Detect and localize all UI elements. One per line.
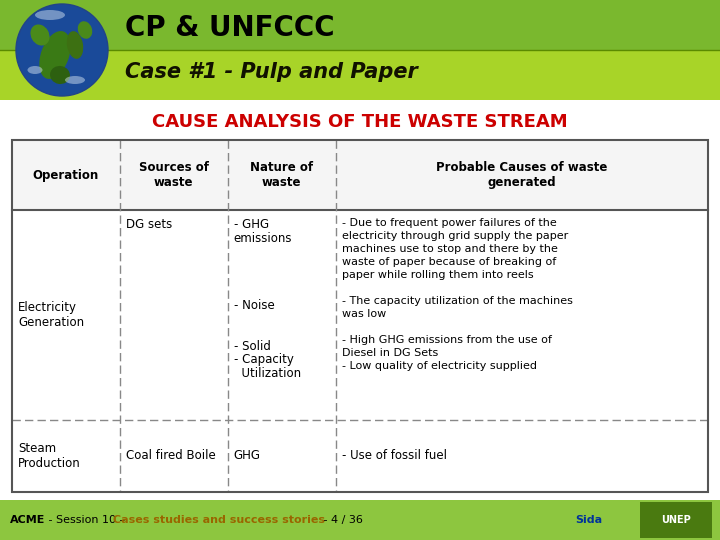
Ellipse shape (30, 24, 50, 45)
Ellipse shape (78, 21, 92, 39)
Text: - Use of fossil fuel: - Use of fossil fuel (341, 449, 446, 462)
Bar (640, 502, 712, 538)
Text: Electricity
Generation: Electricity Generation (18, 301, 84, 329)
Text: Sida: Sida (575, 515, 602, 525)
Text: - Session 10 –: - Session 10 – (45, 515, 129, 525)
Ellipse shape (27, 66, 42, 74)
Ellipse shape (50, 66, 70, 84)
Text: Cases studies and success stories: Cases studies and success stories (113, 515, 325, 525)
Text: - Due to frequent power failures of the: - Due to frequent power failures of the (341, 218, 557, 228)
Bar (0, 0, 720, 50)
Bar (12, 140, 708, 492)
Text: CP & UNFCCC: CP & UNFCCC (125, 14, 335, 42)
Text: Probable Causes of waste
generated: Probable Causes of waste generated (436, 161, 608, 189)
Ellipse shape (35, 10, 65, 20)
Text: waste of paper because of breaking of: waste of paper because of breaking of (341, 258, 556, 267)
Text: Sources of
waste: Sources of waste (139, 161, 209, 189)
Text: ACME: ACME (10, 515, 45, 525)
Text: Diesel in DG Sets: Diesel in DG Sets (341, 348, 438, 359)
Text: - Solid: - Solid (234, 340, 271, 353)
Bar (12, 140, 708, 211)
Text: Steam
Production: Steam Production (18, 442, 81, 470)
Text: CAUSE ANALYSIS OF THE WASTE STREAM: CAUSE ANALYSIS OF THE WASTE STREAM (152, 113, 568, 131)
Text: - High GHG emissions from the use of: - High GHG emissions from the use of (341, 335, 552, 346)
Text: - 4 / 36: - 4 / 36 (320, 515, 363, 525)
Text: Case #1 - Pulp and Paper: Case #1 - Pulp and Paper (125, 62, 418, 82)
Text: UNEP: UNEP (661, 515, 691, 525)
Ellipse shape (40, 31, 71, 79)
Text: - GHG: - GHG (234, 218, 269, 232)
Text: - Low quality of electricity supplied: - Low quality of electricity supplied (341, 361, 536, 372)
Text: emissions: emissions (234, 232, 292, 245)
Text: Utilization: Utilization (234, 367, 301, 380)
Text: DG sets: DG sets (126, 218, 172, 232)
Ellipse shape (67, 31, 84, 59)
Ellipse shape (65, 76, 85, 84)
Circle shape (16, 4, 108, 96)
Text: Coal fired Boile: Coal fired Boile (126, 449, 215, 462)
Text: was low: was low (341, 309, 386, 319)
Text: machines use to stop and there by the: machines use to stop and there by the (341, 245, 557, 254)
Bar (0, 50, 720, 100)
Text: paper while rolling them into reels: paper while rolling them into reels (341, 271, 534, 280)
Text: - Capacity: - Capacity (234, 353, 294, 367)
Text: - Noise: - Noise (234, 299, 274, 313)
Text: Nature of
waste: Nature of waste (250, 161, 313, 189)
Text: Operation: Operation (33, 168, 99, 181)
Text: - The capacity utilization of the machines: - The capacity utilization of the machin… (341, 296, 572, 306)
Text: GHG: GHG (234, 449, 261, 462)
Text: electricity through grid supply the paper: electricity through grid supply the pape… (341, 232, 568, 241)
